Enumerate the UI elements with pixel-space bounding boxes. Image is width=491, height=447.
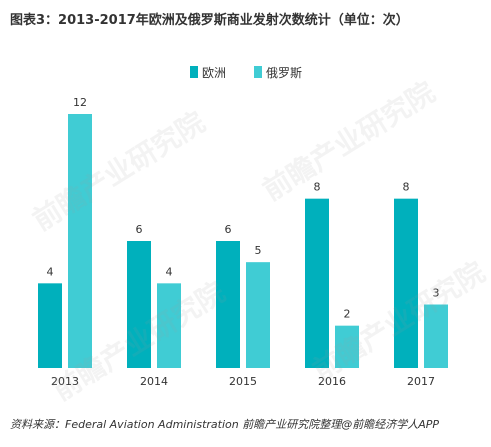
x-tick-label: 2016 (318, 375, 346, 388)
legend-item-russia: 俄罗斯 (254, 64, 302, 81)
data-label: 5 (255, 244, 262, 257)
bar-russia-2013 (68, 114, 92, 368)
bar-russia-2017 (424, 304, 448, 368)
legend-item-europe: 欧洲 (190, 64, 226, 81)
data-label: 6 (136, 223, 143, 236)
data-label: 8 (403, 181, 410, 194)
legend-swatch-europe (190, 66, 198, 78)
bar-europe-2013 (38, 283, 62, 368)
bar-russia-2015 (246, 262, 270, 368)
bar-russia-2016 (335, 325, 359, 368)
chart-title: 图表3：2013-2017年欧洲及俄罗斯商业发射次数统计（单位：次） (10, 13, 409, 28)
legend-label-russia: 俄罗斯 (266, 65, 303, 80)
data-label: 8 (314, 181, 321, 194)
bar-europe-2015 (216, 241, 240, 368)
data-label: 3 (433, 287, 440, 300)
data-label: 4 (166, 265, 173, 278)
legend-label-europe: 欧洲 (202, 65, 227, 80)
bar-russia-2014 (157, 283, 181, 368)
bar-europe-2016 (305, 198, 329, 368)
bar-europe-2014 (127, 241, 151, 368)
data-label: 4 (47, 265, 54, 278)
data-label: 2 (344, 308, 351, 321)
data-label: 12 (73, 96, 87, 109)
x-tick-label: 2015 (229, 375, 257, 388)
x-tick-label: 2017 (407, 375, 435, 388)
source-note: 资料来源：Federal Aviation Administration 前瞻产… (10, 418, 440, 431)
x-tick-label: 2014 (140, 375, 168, 388)
legend: 欧洲 俄罗斯 (190, 64, 330, 80)
legend-swatch-russia (254, 66, 263, 78)
x-tick-label: 2013 (51, 375, 79, 388)
bar-europe-2017 (394, 198, 418, 368)
data-label: 6 (225, 223, 232, 236)
